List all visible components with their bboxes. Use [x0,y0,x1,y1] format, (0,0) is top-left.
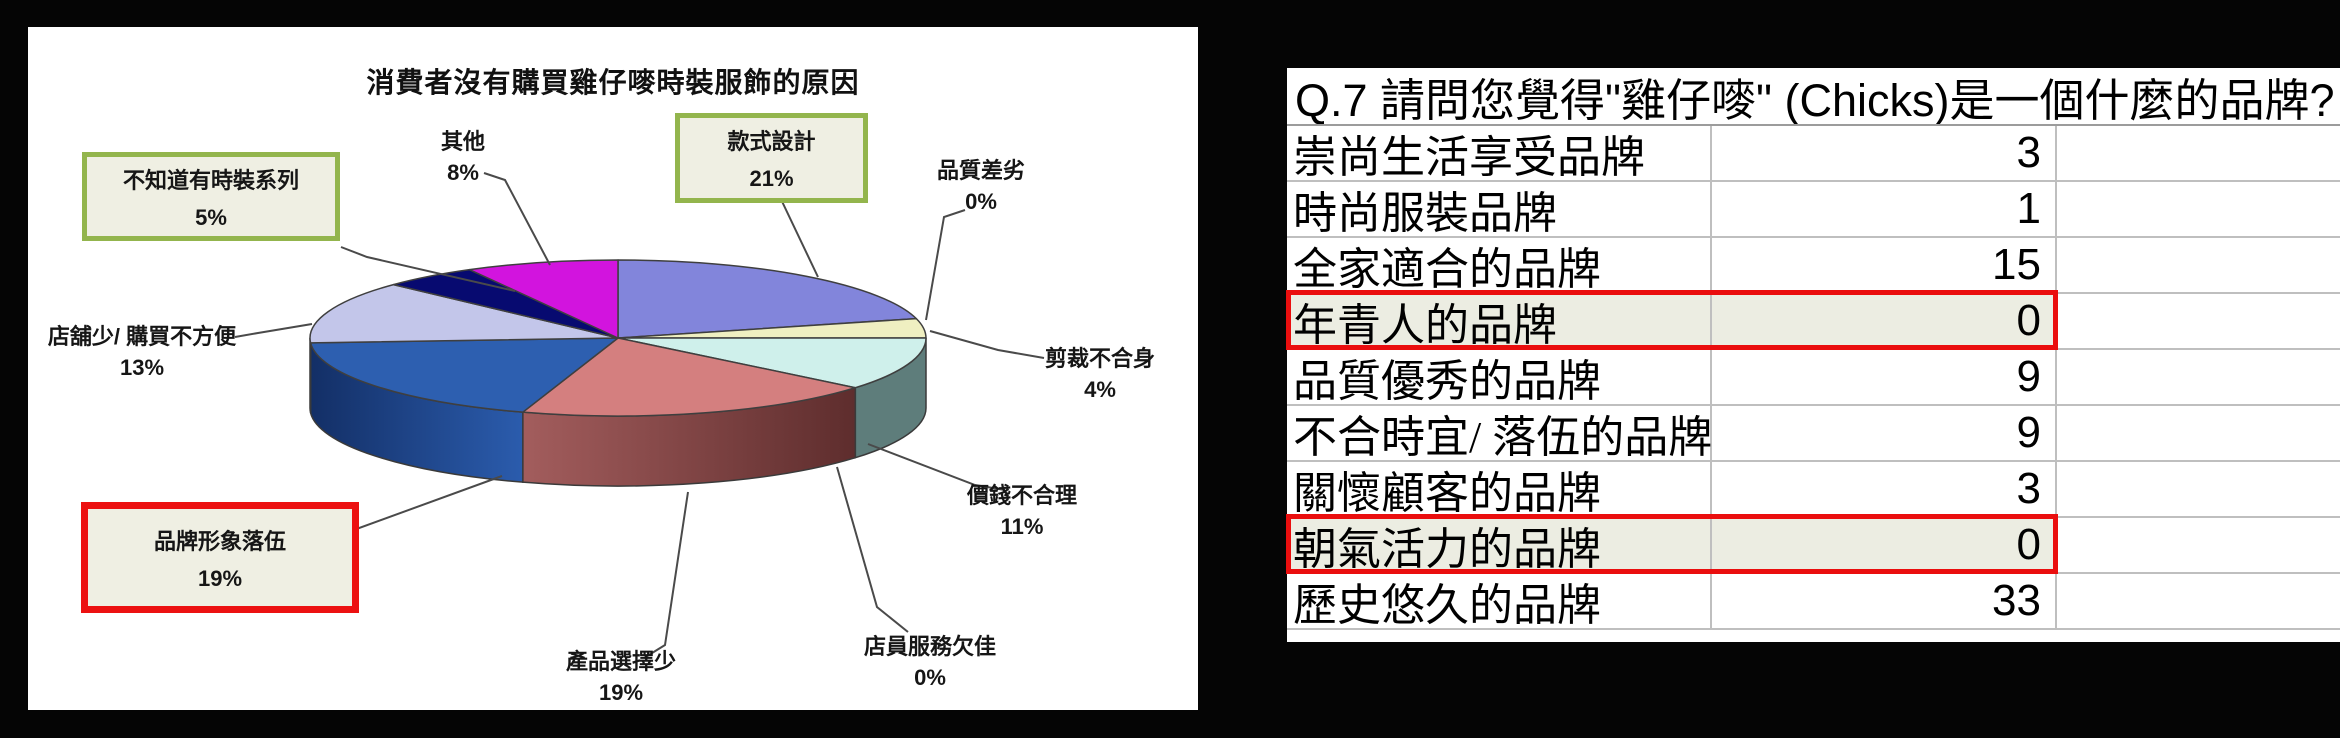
leader-line [483,172,551,266]
row-empty-cell [2057,238,2340,292]
pie-side-walls [309,337,927,487]
slice-name: 不知道有時裝系列 [122,167,299,193]
pie-3d [234,172,1045,659]
pie-callout-box: 不知道有時裝系列 5% [82,152,340,241]
row-value-cell: 9 [1712,406,2057,460]
row-empty-cell [2057,350,2340,404]
pie-slice-label: 店員服務欠佳 0% [780,631,1080,693]
pie-slice-4 [617,337,927,389]
row-label-cell: 朝氣活力的品牌 [1287,518,1712,574]
row-value-cell: 15 [1712,238,2057,292]
pie-chart-panel: 消費者沒有購買雞仔嘜時裝服飾的原因 款式設計 21% 品質差劣 0% 剪裁不合身 4% 價錢… [28,27,1198,710]
pie-slice-label: 店舖少/ 購買不方便 13% [0,321,292,383]
pie-slice-label: 剪裁不合身 4% [950,343,1250,405]
leader-line [867,443,1006,491]
table-row: 年青人的品牌 0 [1286,290,2340,350]
pie-slice-label: 價錢不合理 11% [872,480,1172,542]
row-value-cell: 0 [1712,294,2057,348]
row-value-cell: 33 [1712,574,2057,628]
pie-top-faces [309,259,927,417]
pie-slice-1 [617,259,918,339]
row-value-cell: 3 [1712,462,2057,516]
row-label-cell: 品質優秀的品牌 [1287,350,1712,406]
table-partial-row [1287,630,2340,638]
row-value-cell: 1 [1712,182,2057,236]
table-row: 歷史悠久的品牌 33 [1287,574,2340,630]
row-empty-cell [2057,294,2340,348]
leader-line [234,323,313,338]
slice-name: 其他 [440,129,485,154]
leader-line [929,330,1045,359]
pie-wall-segment [309,337,312,414]
slice-percent: 11% [1000,514,1044,539]
row-label-cell: 關懷顧客的品牌 [1287,462,1712,518]
slice-percent: 4% [1084,377,1116,402]
row-value-cell: 3 [1712,126,2057,180]
table-row: 朝氣活力的品牌 0 [1286,514,2340,574]
slice-name: 店員服務欠佳 [863,634,996,659]
slice-name: 產品選擇少 [565,649,676,674]
row-empty-cell [2057,126,2340,180]
leader-line [643,491,689,659]
survey-table-panel: Q.7 請問您覺得"雞仔嘜" (Chicks)是一個什麼的品牌? 崇尚生活享受品… [1286,68,2340,642]
slice-name: 品質差劣 [936,158,1025,183]
slice-percent: 5% [195,204,227,230]
pie-slice-7 [309,337,619,413]
table-row: 時尚服裝品牌 1 [1287,182,2340,238]
slice-percent: 8% [447,160,479,185]
pie-callout-box: 款式設計 21% [675,113,868,203]
row-value-cell: 0 [1712,518,2057,572]
row-empty-cell [2057,462,2340,516]
row-empty-cell [2057,574,2340,628]
row-label-cell: 全家適合的品牌 [1287,238,1712,294]
leader-line [836,466,909,633]
pie-slice-6 [522,337,857,417]
leader-line [340,246,516,292]
slice-name: 品牌形象落伍 [153,528,286,554]
table-row: 全家適合的品牌 15 [1287,238,2340,294]
row-empty-cell [2057,406,2340,460]
slice-name: 店舖少/ 購買不方便 [47,324,237,349]
pie-callout-box: 品牌形象落伍 19% [81,502,359,613]
row-empty-cell [2057,518,2340,572]
slice-name: 款式設計 [727,129,816,154]
row-label-cell: 時尚服裝品牌 [1287,182,1712,238]
table-row: 品質優秀的品牌 9 [1287,350,2340,406]
slice-percent: 13% [119,355,165,380]
table-rows: 崇尚生活享受品牌 3 時尚服裝品牌 1 全家適合的品牌 15 年青人的品牌 0 品質優秀的品牌 9… [1286,126,2340,638]
slice-name: 剪裁不合身 [1044,346,1155,371]
chart-title: 消費者沒有購買雞仔嘜時裝服飾的原因 [366,67,860,98]
leader-line [925,209,966,321]
pie-slice-label: 品質差劣 0% [831,155,1131,217]
table-row: 關懷顧客的品牌 3 [1287,462,2340,518]
row-label-cell: 歷史悠久的品牌 [1287,574,1712,630]
row-label-cell: 不合時宜/ 落伍的品牌 [1287,406,1712,462]
slice-percent: 0% [914,665,946,690]
row-value-cell: 9 [1712,350,2057,404]
table-question-header: Q.7 請問您覺得"雞仔嘜" (Chicks)是一個什麼的品牌? [1287,68,2340,126]
pie-slice-8 [309,283,619,344]
row-label-cell: 崇尚生活享受品牌 [1287,126,1712,182]
table-row: 不合時宜/ 落伍的品牌 9 [1287,406,2340,462]
pie-slice-10 [468,259,619,339]
slice-percent: 0% [965,189,997,214]
table-row: 崇尚生活享受品牌 3 [1287,126,2340,182]
slice-percent: 21% [749,166,794,191]
slice-name: 價錢不合理 [966,483,1077,508]
pie-slice-label: 產品選擇少 19% [471,646,771,708]
pie-slice-label: 其他 8% [313,126,613,188]
row-empty-cell [2057,182,2340,236]
slice-percent: 19% [598,680,644,705]
row-label-cell: 年青人的品牌 [1287,294,1712,350]
slice-percent: 19% [197,565,243,591]
